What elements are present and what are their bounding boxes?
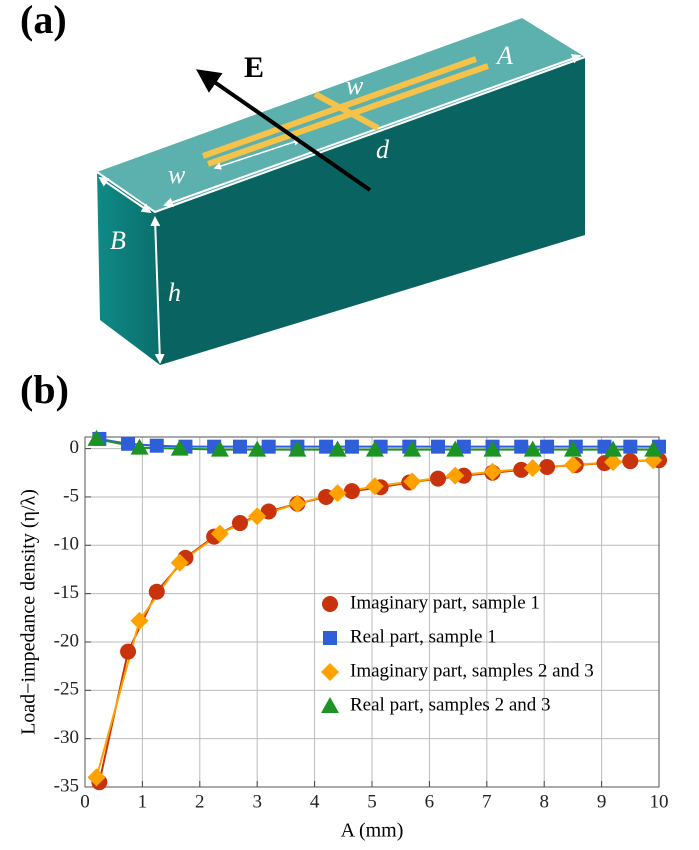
marker	[231, 515, 248, 532]
x-tick-label: 1	[138, 791, 148, 812]
y-axis-title: Load−impedance density (η/λ)	[18, 489, 40, 735]
x-tick-label: 4	[310, 791, 320, 812]
marker	[540, 439, 555, 454]
marker	[403, 472, 422, 491]
dim-label: A	[495, 41, 513, 70]
marker	[288, 494, 307, 513]
marker	[87, 429, 106, 446]
y-tick-label: -15	[54, 582, 79, 603]
marker	[623, 439, 638, 454]
marker	[513, 461, 530, 478]
marker	[343, 483, 360, 500]
marker	[563, 456, 582, 475]
marker	[514, 439, 529, 454]
marker	[446, 466, 465, 485]
x-axis-title: A (mm)	[341, 820, 404, 842]
marker	[604, 453, 623, 472]
dim-label: B	[110, 226, 126, 255]
y-tick-label: -10	[54, 534, 79, 555]
marker	[288, 440, 307, 457]
marker	[322, 596, 338, 612]
marker	[323, 631, 337, 645]
dim-label: w	[346, 71, 364, 100]
marker	[248, 440, 267, 457]
marker	[232, 439, 247, 454]
dim-a	[163, 53, 582, 208]
marker	[523, 458, 542, 477]
y-tick-label: -30	[54, 727, 79, 748]
dim-h	[150, 216, 165, 364]
marker	[130, 438, 149, 455]
marker	[170, 439, 189, 456]
box-left	[97, 172, 160, 365]
panel-label: (a)	[20, 0, 67, 42]
legend-label: Imaginary part, sample 1	[350, 592, 540, 613]
dim-label: w	[168, 160, 186, 189]
x-tick-label: 0	[80, 791, 90, 812]
marker	[563, 440, 582, 457]
y-tick-label: -5	[63, 485, 79, 506]
e-arrow	[196, 69, 372, 192]
marker	[121, 436, 136, 451]
marker	[170, 553, 189, 572]
marker	[149, 438, 164, 453]
marker	[539, 458, 556, 475]
dim-d	[213, 138, 302, 170]
dim-label: d	[376, 135, 390, 164]
x-tick-label: 6	[425, 791, 435, 812]
marker	[210, 524, 229, 543]
x-tick-label: 8	[539, 791, 549, 812]
x-tick-label: 10	[650, 791, 669, 812]
marker	[261, 439, 276, 454]
x-tick-label: 9	[597, 791, 607, 812]
marker	[321, 663, 339, 681]
x-tick-label: 3	[252, 791, 262, 812]
marker	[431, 439, 446, 454]
marker	[319, 439, 334, 454]
marker	[328, 440, 347, 457]
marker	[430, 470, 447, 487]
x-tick-label: 5	[367, 791, 377, 812]
legend-label: Real part, samples 2 and 3	[350, 694, 551, 715]
marker	[248, 507, 267, 526]
marker	[483, 462, 502, 481]
marker	[130, 611, 149, 630]
y-tick-label: 0	[70, 437, 80, 458]
field-label: E	[244, 51, 264, 84]
marker	[120, 643, 137, 660]
marker	[622, 453, 639, 470]
legend-label: Real part, sample 1	[350, 626, 497, 647]
marker	[446, 440, 465, 457]
y-tick-label: -35	[54, 775, 79, 796]
marker	[321, 697, 339, 713]
marker	[644, 440, 663, 457]
y-tick-label: -20	[54, 630, 79, 651]
marker	[87, 768, 106, 787]
cross-strip	[313, 91, 380, 131]
marker	[148, 583, 165, 600]
marker	[365, 477, 384, 496]
legend-label: Imaginary part, samples 2 and 3	[350, 660, 594, 681]
dim-b	[98, 176, 152, 214]
marker	[523, 440, 542, 457]
panel-label: (b)	[20, 367, 69, 412]
marker	[604, 440, 623, 457]
plot-frame	[84, 436, 660, 788]
marker	[483, 440, 502, 457]
marker	[328, 484, 347, 503]
marker	[403, 440, 422, 457]
plot: -35 -30 -25 -20 -15 -10 -5 0 0 1 2 3 4 5 6 7 8 9 10 A (mm) L…	[18, 429, 669, 842]
marker	[210, 440, 229, 457]
marker	[344, 439, 359, 454]
x-tick-label: 2	[195, 791, 205, 812]
marker	[365, 440, 384, 457]
x-tick-label: 7	[482, 791, 492, 812]
y-tick-label: -25	[54, 679, 79, 700]
dim-label: h	[168, 278, 181, 307]
